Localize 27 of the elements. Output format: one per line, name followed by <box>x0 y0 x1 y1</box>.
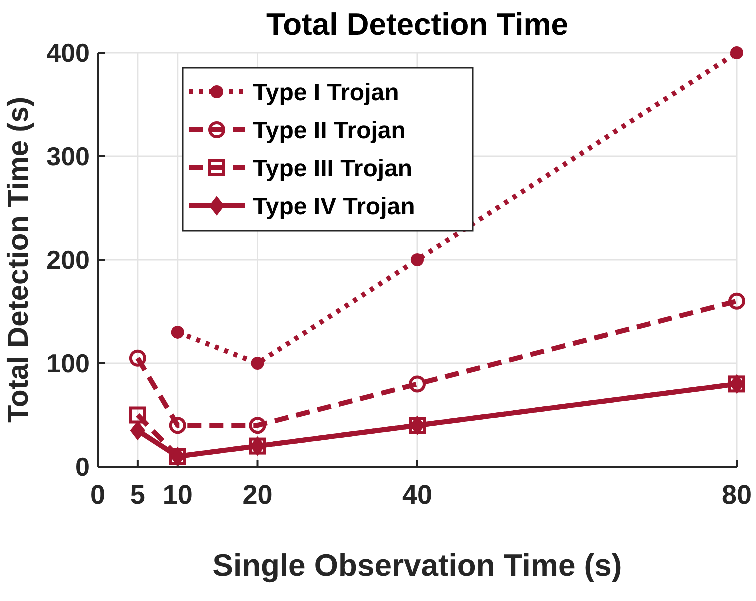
x-tick-label: 5 <box>130 480 146 510</box>
x-tick-label: 10 <box>162 480 193 510</box>
x-tick-label: 40 <box>402 480 433 510</box>
legend-label: Type IV Trojan <box>253 193 416 220</box>
legend-label: Type II Trojan <box>253 117 406 144</box>
x-axis-title: Single Observation Time (s) <box>212 548 622 583</box>
chart-title: Total Detection Time <box>266 7 569 42</box>
x-tick-label: 20 <box>242 480 273 510</box>
legend-label: Type I Trojan <box>253 79 400 106</box>
point <box>728 292 746 310</box>
legend-label: Type III Trojan <box>253 155 413 182</box>
y-tick-label: 200 <box>46 245 90 276</box>
y-tick-label: 100 <box>46 348 90 379</box>
x-tick-label: 80 <box>722 480 752 510</box>
y-tick-label: 400 <box>46 38 90 68</box>
y-tick-label: 0 <box>76 452 90 482</box>
y-axis-title: Total Detection Time (s) <box>3 96 35 424</box>
point <box>169 417 186 434</box>
y-tick-label: 300 <box>46 142 90 172</box>
point <box>249 417 266 434</box>
point <box>730 46 744 60</box>
point <box>411 254 424 266</box>
point <box>129 406 146 424</box>
point <box>129 350 146 367</box>
point <box>251 357 264 370</box>
point <box>171 326 184 339</box>
point <box>409 376 426 393</box>
